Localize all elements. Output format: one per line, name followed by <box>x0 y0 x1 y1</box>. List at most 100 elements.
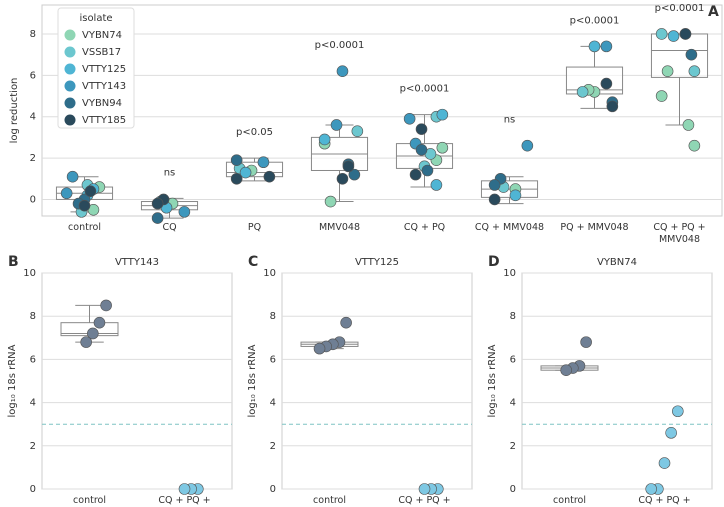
x-tick-label: control <box>68 222 101 233</box>
y-tick-label: 0 <box>270 484 276 495</box>
y-tick-label: 0 <box>30 484 36 495</box>
point <box>560 364 572 377</box>
legend-box <box>57 7 135 129</box>
y-tick-label: 4 <box>30 112 36 123</box>
y-tick-label: 8 <box>30 311 36 322</box>
x-tick-label: CQ + PQ + MMV048 <box>653 222 706 245</box>
point <box>658 457 671 469</box>
point <box>336 172 349 185</box>
y-tick-label: 2 <box>510 441 516 452</box>
point <box>257 156 270 169</box>
x-tick-label: CQ + PQ + MMV048 <box>158 495 211 506</box>
annotation: p<0.0001 <box>570 15 620 26</box>
legend-label: VYBN74 <box>82 30 122 41</box>
point <box>688 65 701 77</box>
point <box>600 40 613 53</box>
y-tick-label: 2 <box>270 441 276 452</box>
y-tick-label: 10 <box>503 268 516 279</box>
point <box>661 65 674 77</box>
plot-frame <box>521 272 713 490</box>
plot-frame <box>41 272 233 490</box>
point <box>230 172 243 185</box>
y-tick-label: 2 <box>30 441 36 452</box>
point <box>415 123 428 135</box>
legend-swatch <box>64 97 76 109</box>
point <box>415 144 428 156</box>
y-tick-label: 10 <box>23 268 36 279</box>
point <box>348 168 361 181</box>
y-tick-label: 4 <box>510 398 516 409</box>
point <box>436 108 449 121</box>
y-tick-label: 0 <box>510 484 516 495</box>
y-tick-label: 8 <box>510 311 516 322</box>
y-tick-label: 2 <box>30 153 36 164</box>
x-tick-label: control <box>553 495 586 506</box>
point <box>430 179 443 191</box>
panel-title: VTTY125 <box>355 257 399 268</box>
point <box>580 336 592 348</box>
point <box>66 170 79 183</box>
point <box>600 77 613 90</box>
point <box>655 90 668 102</box>
point <box>100 299 112 312</box>
point <box>340 316 352 329</box>
y-tick-label: 6 <box>510 354 516 365</box>
point <box>688 139 701 152</box>
annotation: ns <box>504 115 516 126</box>
point <box>80 336 92 348</box>
y-tick-label: 6 <box>270 354 276 365</box>
point <box>671 405 684 418</box>
point <box>313 342 326 355</box>
point <box>239 166 252 179</box>
x-tick-label: CQ + MMV048 <box>474 222 545 233</box>
y-tick-label: 4 <box>270 398 276 409</box>
y-axis-label: log reduction <box>9 78 20 144</box>
annotation: p<0.0001 <box>655 3 705 14</box>
annotation: p<0.0001 <box>315 40 365 51</box>
y-tick-label: 8 <box>270 311 276 322</box>
y-tick-label: 10 <box>263 268 276 279</box>
point <box>178 483 191 495</box>
legend-label: VTTY185 <box>82 115 126 126</box>
plot-frame <box>41 4 723 217</box>
point <box>342 160 355 173</box>
point <box>151 197 164 210</box>
point <box>436 141 449 154</box>
y-axis-label: log₁₀ 18s rRNA <box>247 344 258 417</box>
legend-label: VSSB17 <box>82 47 121 58</box>
point <box>488 179 501 191</box>
y-tick-label: 4 <box>30 398 36 409</box>
point <box>93 316 106 329</box>
point <box>403 112 416 125</box>
legend-label: VTTY143 <box>82 81 126 92</box>
panel-title: VTTY143 <box>115 257 159 268</box>
point <box>588 40 601 53</box>
legend-swatch <box>64 29 76 41</box>
point <box>665 427 677 439</box>
legend-swatch <box>64 63 76 75</box>
x-tick-label: CQ + PQ + MMV048 <box>398 495 451 506</box>
point <box>324 195 337 208</box>
point <box>409 168 422 181</box>
point <box>509 189 522 202</box>
x-tick-label: PQ <box>247 222 262 233</box>
point <box>606 100 619 113</box>
point <box>655 28 668 40</box>
point <box>151 212 164 224</box>
point <box>679 28 692 40</box>
legend-label: VTTY125 <box>82 64 126 75</box>
point <box>576 86 589 98</box>
point <box>488 193 501 206</box>
x-tick-label: PQ + MMV048 <box>560 222 629 233</box>
point <box>645 483 658 495</box>
y-tick-label: 6 <box>30 354 36 365</box>
y-tick-label: 0 <box>30 194 36 205</box>
point <box>263 170 276 183</box>
x-tick-label: CQ + PQ + MMV048 <box>638 495 691 506</box>
panel-letter: B <box>8 254 19 270</box>
point <box>178 206 191 218</box>
point <box>421 164 434 177</box>
point <box>521 139 534 152</box>
